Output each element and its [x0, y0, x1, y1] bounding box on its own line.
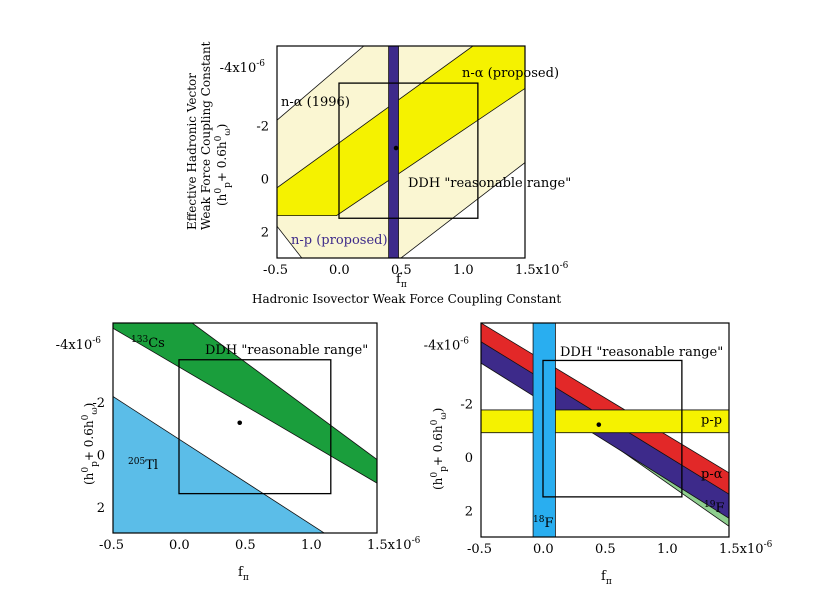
br-x-tick-label: 1.5x10-6: [719, 540, 773, 557]
br-region-18f: [532, 323, 556, 537]
top-label-ddh: DDH "reasonable range": [408, 176, 571, 191]
bl-label-cs: 133Cs: [131, 335, 165, 351]
top-best-value-point: [393, 145, 399, 151]
svg-text:(h0p+ 0.6h0ω): (h0p+ 0.6h0ω): [81, 403, 100, 485]
br-x-tick-label: 0.0: [533, 542, 554, 557]
panel-bottom-left: -0.5 0.0 0.5 1.0 1.5x10-6 -4x10-6-202 133Cs …: [56, 322, 421, 583]
bl-y-tick-label: 0: [97, 448, 105, 463]
top-ylabel: Effective Hadronic Vector Weak Force Cou…: [185, 41, 233, 230]
top-y-tick-label: 0: [261, 173, 269, 188]
top-xlabel-long: Hadronic Isovector Weak Force Coupling C…: [252, 292, 561, 306]
svg-text:(h0p+ 0.6h0ω): (h0p+ 0.6h0ω): [430, 408, 449, 490]
bl-xlabel: fπ: [238, 565, 249, 583]
br-x-tick-label: -0.5: [467, 542, 492, 557]
br-x-tick-label: 1.0: [657, 542, 678, 557]
bl-y-tick-label: -2: [92, 396, 105, 411]
top-y-tick-label: -4x10-6: [220, 59, 266, 76]
bl-label-tl: 205Tl: [128, 457, 158, 473]
bl-ddh-box: [178, 359, 332, 495]
top-y-ticks: -4x10-6 -2 0 2: [220, 59, 269, 240]
bl-x-ticks: -0.5 0.0 0.5 1.0 1.5x10-6: [99, 536, 421, 553]
top-ylabel-line2: Weak Force Coupling Constant: [199, 41, 213, 230]
br-label-f18: 18F: [533, 515, 553, 531]
top-x-ticks: -0.5 0.0 0.5 1.0 1.5x10-6: [263, 261, 569, 278]
bl-region-205tl: [113, 396, 325, 533]
br-best-value-point: [596, 422, 602, 427]
br-label-pp: p-p: [701, 413, 722, 428]
top-x-tick-label: 1.0: [453, 263, 474, 278]
top-y-tick-label: 2: [261, 226, 269, 241]
br-ylabel: (h0p+ 0.6h0ω): [430, 408, 449, 490]
bl-y-ticks: -4x10-6 -2 0 2: [56, 336, 105, 516]
top-xlabel-f: f: [396, 272, 402, 287]
top-ylabel-line1: Effective Hadronic Vector: [185, 73, 199, 230]
br-plot-frame: [480, 322, 730, 538]
top-y-tick-label: -2: [256, 120, 269, 135]
br-xlabel: fπ: [601, 569, 612, 587]
bl-x-tick-label: 1.0: [301, 538, 322, 553]
top-label-n-alpha-proposed: n-α (proposed): [462, 66, 559, 81]
bl-y-tick-label: -4x10-6: [56, 336, 102, 353]
br-y-tick-label: -4x10-6: [424, 336, 470, 353]
br-x-tick-label: 0.5: [595, 542, 616, 557]
top-xlabel-pi: π: [401, 280, 407, 290]
br-ddh-box: [542, 359, 683, 498]
br-y-ticks: -4x10-6 -2 0 2: [424, 336, 473, 519]
bl-best-value-point: [237, 420, 243, 426]
bl-x-tick-label: 0.5: [235, 538, 256, 553]
top-region-n-p-proposed-: [388, 46, 399, 258]
br-y-tick-label: 0: [465, 451, 473, 466]
panel-top: -0.5 0.0 0.5 1.0 1.5x10-6 -4x10-6 -2 0 2 n-α (1…: [185, 41, 571, 306]
top-ylabel-formula: (h0p+ 0.6h0ω): [214, 124, 233, 206]
br-y-tick-label: -2: [460, 397, 473, 412]
br-region-p-p: [481, 409, 729, 434]
bl-label-ddh: DDH "reasonable range": [205, 343, 368, 358]
top-xlabel: fπ: [396, 272, 407, 290]
top-label-n-p-proposed: n-p (proposed): [291, 233, 388, 248]
br-label-f19: 19F: [704, 500, 724, 516]
bl-y-tick-label: 2: [97, 501, 105, 516]
bl-x-tick-label: 1.5x10-6: [367, 536, 421, 553]
top-x-tick-label: 1.5x10-6: [515, 261, 569, 278]
top-x-tick-label: 0.5: [391, 263, 412, 278]
bl-x-tick-label: -0.5: [99, 538, 124, 553]
br-label-palpha: p-α: [701, 467, 723, 482]
top-ddh-box: [338, 82, 479, 219]
top-plot-frame: [276, 45, 526, 259]
br-label-ddh: DDH "reasonable range": [560, 345, 723, 360]
top-label-n-alpha-1996: n-α (1996): [281, 95, 350, 110]
bl-x-tick-label: 0.0: [169, 538, 190, 553]
top-x-tick-label: 0.0: [329, 263, 350, 278]
br-x-ticks: -0.5 0.0 0.5 1.0 1.5x10-6: [467, 540, 773, 557]
top-x-tick-label: -0.5: [263, 263, 288, 278]
bl-plot-frame: [112, 322, 378, 534]
panel-bottom-right: -0.5 0.0 0.5 1.0 1.5x10-6 -4x10-6 -2 0 2 DDH "r…: [424, 322, 773, 587]
bl-ylabel: (h0p+ 0.6h0ω): [81, 403, 100, 485]
br-y-tick-label: 2: [465, 504, 473, 519]
